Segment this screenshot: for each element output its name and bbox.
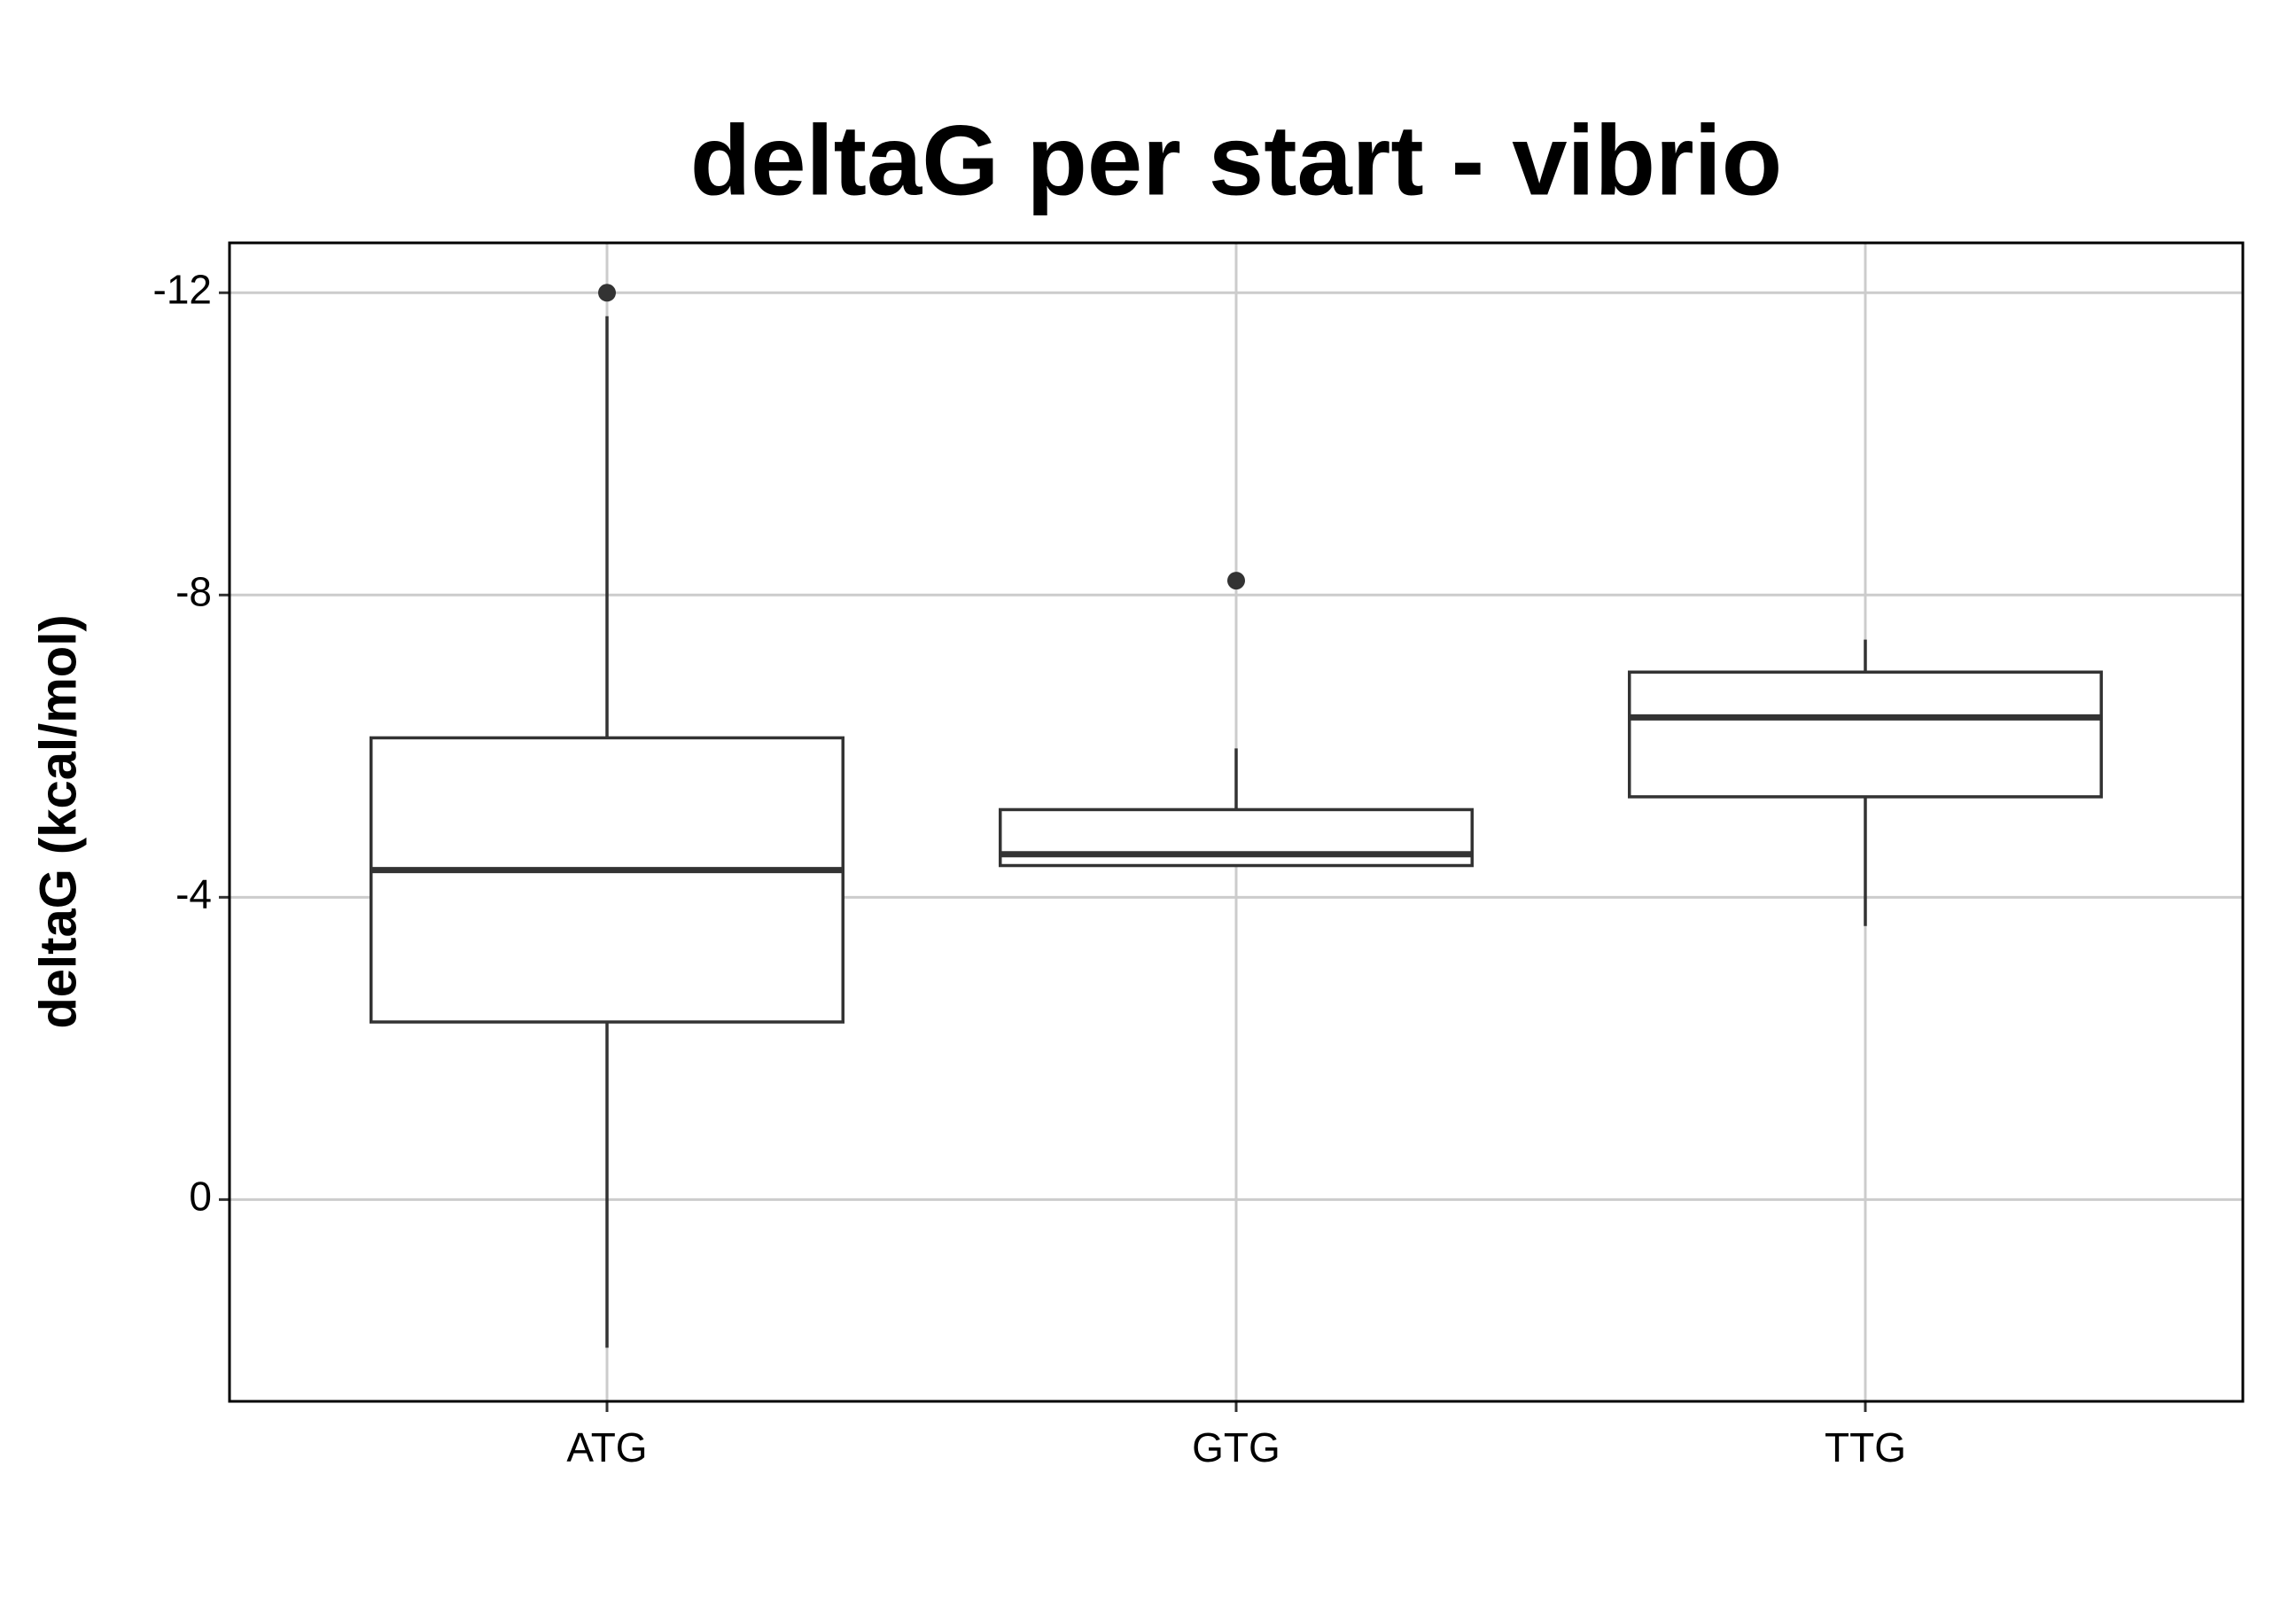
y-axis-label: deltaG (kcal/mol)	[29, 614, 87, 1028]
outlier	[1227, 572, 1245, 590]
x-tick-label: GTG	[1192, 1424, 1280, 1470]
plot-border	[228, 241, 2245, 1403]
chart-title: deltaG per start - vibrio	[690, 105, 1782, 216]
y-tick-label: 0	[189, 1174, 212, 1220]
x-tick-label: TTG	[1825, 1424, 1906, 1470]
x-tick-label: ATG	[566, 1424, 647, 1470]
y-tick-label: -4	[175, 870, 212, 916]
box	[1628, 670, 2103, 799]
box	[370, 736, 844, 1024]
y-tick-label: -8	[175, 568, 212, 614]
y-tick-label: -12	[153, 266, 212, 312]
outlier	[598, 284, 616, 302]
